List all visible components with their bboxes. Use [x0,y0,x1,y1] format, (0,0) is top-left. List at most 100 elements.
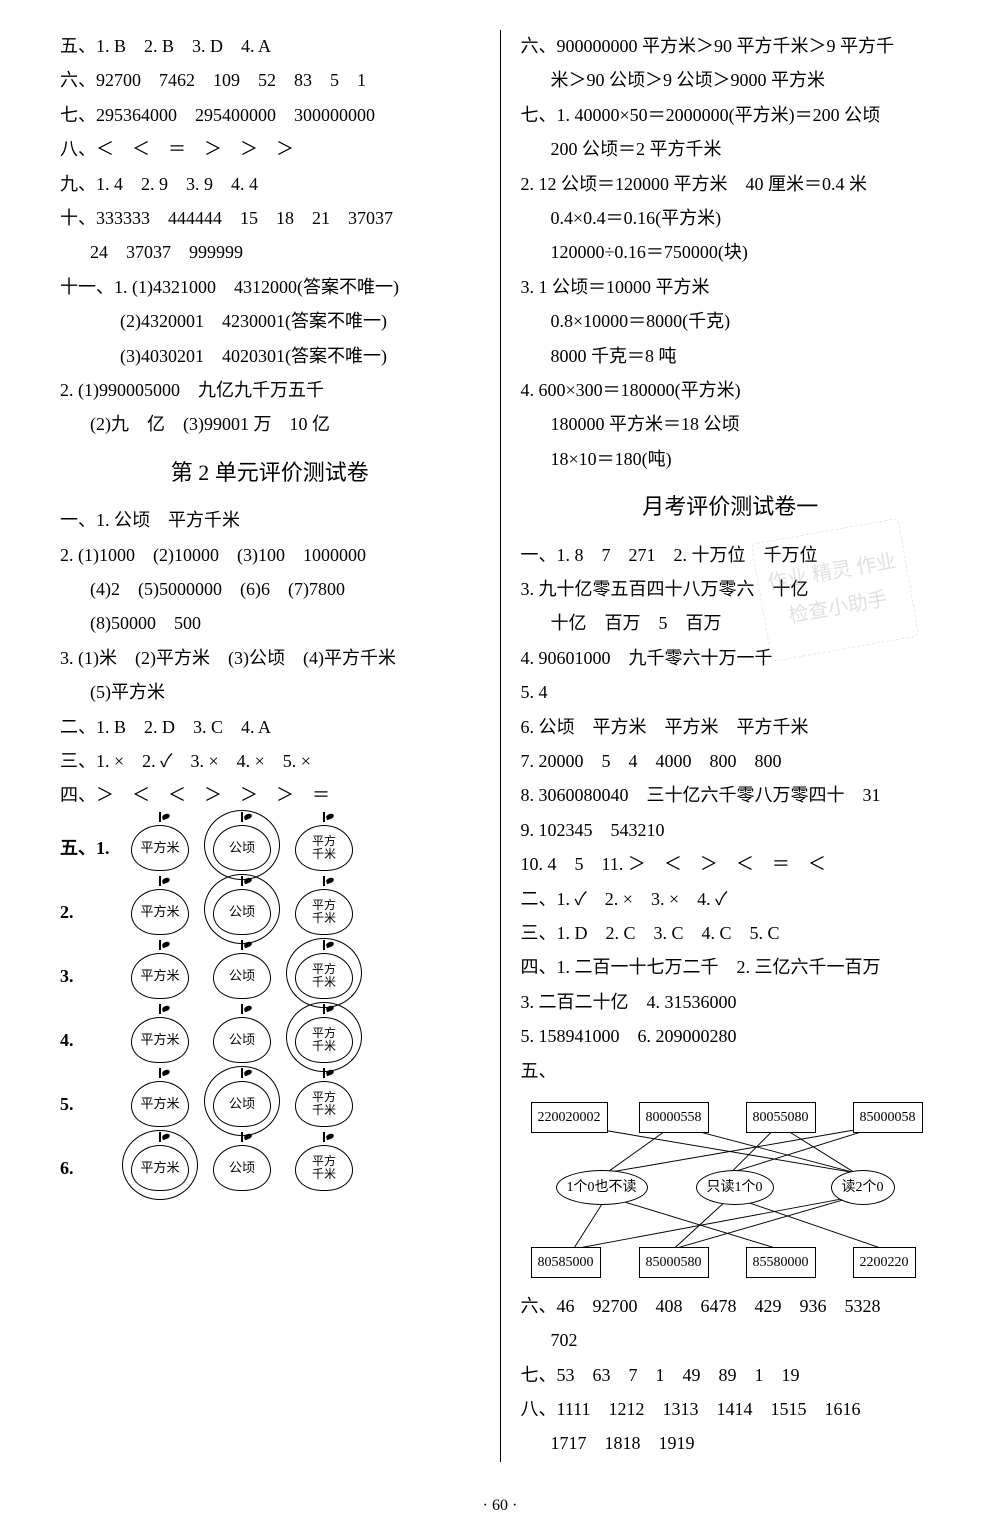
apple-icon: 平方米 [128,1076,192,1132]
left-column: 五、1. B 2. B 3. D 4. A 六、92700 7462 109 5… [50,30,495,1462]
apple-row: 2. 平方米公顷平方千米 [60,884,480,940]
column-divider [500,30,501,1462]
apple-icon: 平方千米 [292,1076,356,1132]
apple-icon: 公顷 [210,1076,274,1132]
answer-line: 三、1. × 2. ✓ 3. × 4. × 5. × [60,745,480,777]
answer-line: 180000 平方米＝18 公顷 [521,408,941,440]
right-column: 六、900000000 平方米＞90 平方千米＞9 平方千 米＞90 公顷＞9 … [506,30,951,1462]
answer-line: 2. (1)1000 (2)10000 (3)100 1000000 [60,539,480,571]
diagram-box: 220020002 [531,1102,608,1133]
answer-line: 120000÷0.16＝750000(块) [521,236,941,268]
answer-line: 七、53 63 7 1 49 89 1 19 [521,1359,941,1391]
answer-line: 200 公顷＝2 平方千米 [521,133,941,165]
answer-line: 4. 600×300＝180000(平方米) [521,374,941,406]
apple-icon: 平方米 [128,1140,192,1196]
answer-line: (4)2 (5)5000000 (6)6 (7)7800 [60,573,480,605]
answer-line: 8. 3060080040 三十亿六千零八万零四十 31 [521,779,941,811]
answer-line: 6. 公顷 平方米 平方米 平方千米 [521,711,941,743]
apple-icon: 平方千米 [292,820,356,876]
apple-icon: 平方米 [128,820,192,876]
answer-line: 九、1. 4 2. 9 3. 9 4. 4 [60,168,480,200]
diagram-box: 2200220 [853,1247,916,1278]
answer-line: 2. 12 公顷＝120000 平方米 40 厘米＝0.4 米 [521,168,941,200]
apple-icon: 平方米 [128,884,192,940]
answer-line: 3. (1)米 (2)平方米 (3)公顷 (4)平方千米 [60,642,480,674]
answer-line: 六、900000000 平方米＞90 平方千米＞9 平方千 [521,30,941,62]
answer-line: (2)4320001 4230001(答案不唯一) [60,305,480,337]
answer-line: 8000 千克＝8 吨 [521,340,941,372]
answer-line: (8)50000 500 [60,607,480,639]
answer-line: 一、1. 8 7 271 2. 十万位 千万位 [521,539,941,571]
apple-row-label: 3. [60,960,110,992]
diagram-box: 85000580 [639,1247,709,1278]
apple-row-label: 五、1. [60,832,110,864]
diagram-box: 80055080 [746,1102,816,1133]
answer-line: 5. 4 [521,676,941,708]
answer-line: 5. 158941000 6. 209000280 [521,1020,941,1052]
diagram-oval: 读2个0 [831,1170,895,1205]
answer-line: 3. 九十亿零五百四十八万零六 十亿 [521,573,941,605]
answer-line: 一、1. 公顷 平方千米 [60,504,480,536]
apple-row-label: 6. [60,1152,110,1184]
diagram-box: 80000558 [639,1102,709,1133]
apple-icon: 公顷 [210,948,274,1004]
answer-line: 五、 [521,1055,941,1087]
answer-line: (5)平方米 [60,676,480,708]
answer-line: 七、1. 40000×50＝2000000(平方米)＝200 公顷 [521,99,941,131]
answer-line: 六、92700 7462 109 52 83 5 1 [60,64,480,96]
apple-icon: 公顷 [210,884,274,940]
apple-icon: 公顷 [210,1012,274,1068]
answer-line: 五、1. B 2. B 3. D 4. A [60,30,480,62]
answer-line: 0.8×10000＝8000(千克) [521,305,941,337]
apple-row: 3. 平方米公顷平方千米 [60,948,480,1004]
answer-line: 七、295364000 295400000 300000000 [60,99,480,131]
apple-icon: 平方米 [128,948,192,1004]
apple-row: 5. 平方米公顷平方千米 [60,1076,480,1132]
answer-line: 3. 二百二十亿 4. 31536000 [521,986,941,1018]
diagram-box: 85000058 [853,1102,923,1133]
apple-icon: 公顷 [210,1140,274,1196]
diagram-box: 85580000 [746,1247,816,1278]
answer-line: 十、333333 444444 15 18 21 37037 [60,202,480,234]
answer-line: 2. (1)990005000 九亿九千万五千 [60,374,480,406]
apple-answers: 五、1.平方米公顷平方千米2.平方米公顷平方千米3.平方米公顷平方千米4.平方米… [60,820,480,1196]
answer-line: 4. 90601000 九千零六十万一千 [521,642,941,674]
answer-line: 10. 4 5 11. ＞ ＜ ＞ ＜ ＝ ＜ [521,848,941,880]
apple-icon: 平方千米 [292,884,356,940]
apple-row: 五、1. 平方米公顷平方千米 [60,820,480,876]
answer-line: 3. 1 公顷＝10000 平方米 [521,271,941,303]
answer-line: 十亿 百万 5 百万 [521,607,941,639]
answer-line: 7. 20000 5 4 4000 800 800 [521,745,941,777]
diagram-box: 80585000 [531,1247,601,1278]
answer-line: 二、1. ✓ 2. × 3. × 4. ✓ [521,883,941,915]
section-heading: 月考评价测试卷一 [521,487,941,527]
answer-line: (2)九 亿 (3)99001 万 10 亿 [60,408,480,440]
apple-row: 4.平方米公顷平方千米 [60,1012,480,1068]
answer-line: 9. 102345 543210 [521,814,941,846]
apple-row-label: 2. [60,896,110,928]
matching-diagram: 220020002 80000558 80055080 85000058 1个0… [521,1092,941,1282]
answer-line: 八、1111 1212 1313 1414 1515 1616 [521,1393,941,1425]
answer-line: 24 37037 999999 [60,236,480,268]
answer-line: 八、＜ ＜ ＝ ＞ ＞ ＞ [60,133,480,165]
answer-line: 1717 1818 1919 [521,1427,941,1459]
answer-line: 三、1. D 2. C 3. C 4. C 5. C [521,917,941,949]
apple-row: 6. 平方米公顷平方千米 [60,1140,480,1196]
apple-icon: 公顷 [210,820,274,876]
answer-line: 0.4×0.4＝0.16(平方米) [521,202,941,234]
apple-icon: 平方千米 [292,1140,356,1196]
answer-line: 18×10＝180(吨) [521,443,941,475]
answer-line: 六、46 92700 408 6478 429 936 5328 [521,1290,941,1322]
diagram-oval: 1个0也不读 [556,1170,648,1205]
page-number: · 60 · [0,1492,1000,1521]
apple-icon: 平方千米 [292,948,356,1004]
answer-line: (3)4030201 4020301(答案不唯一) [60,340,480,372]
section-heading: 第 2 单元评价测试卷 [60,453,480,493]
answer-line: 十一、1. (1)4321000 4312000(答案不唯一) [60,271,480,303]
answer-line: 米＞90 公顷＞9 公顷＞9000 平方米 [521,64,941,96]
apple-icon: 平方米 [128,1012,192,1068]
apple-row-label: 4. [60,1024,110,1056]
answer-line: 二、1. B 2. D 3. C 4. A [60,711,480,743]
apple-row-label: 5. [60,1088,110,1120]
diagram-oval: 只读1个0 [696,1170,774,1205]
